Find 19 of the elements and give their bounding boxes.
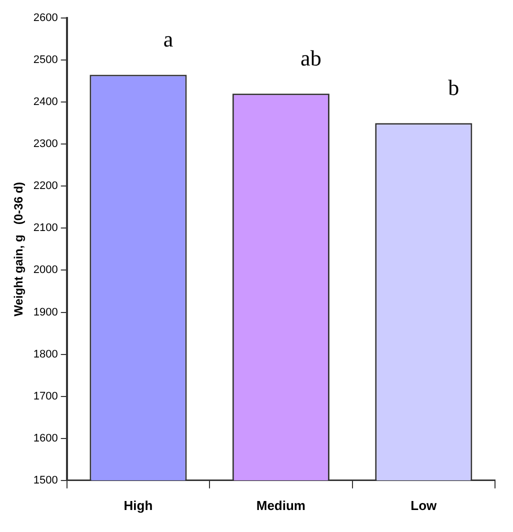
y-tick-label: 2500 <box>33 54 58 66</box>
y-tick-label: 2200 <box>33 180 58 192</box>
annotation: ab <box>300 46 322 71</box>
x-tick-label: Low <box>410 498 438 513</box>
y-tick-label: 1800 <box>33 348 58 360</box>
y-tick-label: 2100 <box>33 222 58 234</box>
y-tick-label: 1900 <box>33 306 58 318</box>
annotation: a <box>163 26 174 52</box>
y-tick-label: 1500 <box>33 474 58 486</box>
y-tick-label: 1600 <box>33 432 58 444</box>
y-axis-title: Weight gain, g (0-36 d) <box>12 182 26 316</box>
x-tick-label: High <box>124 498 153 513</box>
y-tick-label: 2600 <box>33 12 58 24</box>
x-tick-label: Medium <box>256 498 306 513</box>
y-tick-label: 2000 <box>33 264 58 276</box>
y-tick-label: 2400 <box>33 96 58 108</box>
y-tick-label: 1700 <box>33 390 58 402</box>
y-tick-label: 2300 <box>33 138 58 150</box>
annotation: b <box>448 75 460 100</box>
